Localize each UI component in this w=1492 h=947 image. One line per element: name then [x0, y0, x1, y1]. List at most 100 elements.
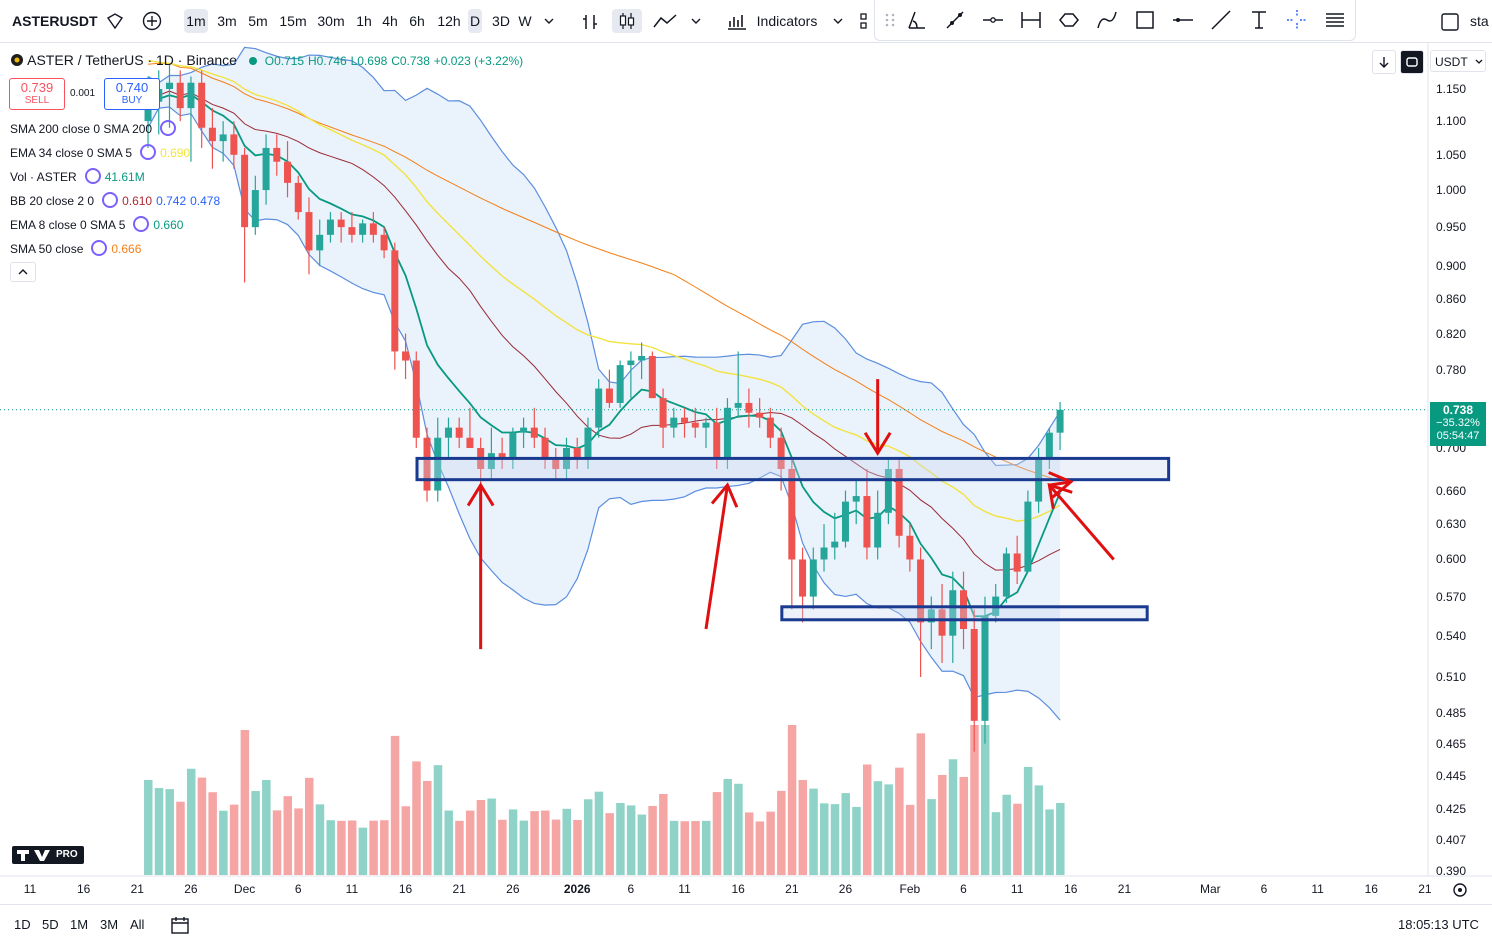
- menu-icon[interactable]: [1323, 8, 1347, 32]
- volume-bar: [948, 759, 958, 875]
- ray-icon[interactable]: [1171, 8, 1195, 32]
- top-right-label[interactable]: sta: [1470, 13, 1489, 29]
- price-tick: 0.465: [1436, 736, 1467, 751]
- chevron-down-icon[interactable]: [543, 16, 555, 26]
- volume-bar: [476, 800, 486, 875]
- interval-12h[interactable]: 12h: [437, 13, 461, 29]
- plus-icon[interactable]: [142, 11, 162, 31]
- indicator-settings-icon[interactable]: [133, 216, 150, 232]
- indicator-row[interactable]: Vol · ASTER 41.61M: [10, 168, 149, 184]
- sell-button[interactable]: 0.739 SELL: [9, 78, 65, 110]
- layout-icon[interactable]: [860, 12, 876, 30]
- interval-30m[interactable]: 30m: [317, 13, 345, 29]
- candle-body: [369, 223, 377, 235]
- time-tick: 6: [627, 882, 635, 896]
- bar-type-icon[interactable]: [580, 12, 600, 32]
- line-icon[interactable]: [652, 12, 678, 30]
- indicator-row[interactable]: EMA 34 close 0 SMA 5 0.690: [10, 144, 194, 160]
- volume-bar: [423, 780, 432, 875]
- checkbox-icon[interactable]: [1440, 12, 1460, 32]
- chevron-down-icon[interactable]: [832, 16, 844, 26]
- candle-body: [820, 547, 828, 560]
- tradingview-logo[interactable]: PRO: [12, 846, 84, 864]
- bollinger-basis-line: [147, 90, 1061, 571]
- volume-bar: [208, 792, 217, 875]
- candle-body: [348, 227, 356, 235]
- indicators-button[interactable]: Indicators: [756, 13, 818, 29]
- candle-body: [530, 427, 538, 438]
- range-3m[interactable]: 3M: [100, 917, 119, 932]
- volume-bar: [927, 799, 936, 875]
- handle-icon[interactable]: [879, 8, 903, 32]
- utc-clock[interactable]: 18:05:13 UTC: [1398, 917, 1479, 932]
- interval-1m[interactable]: 1m: [184, 9, 208, 33]
- candle-body: [402, 351, 410, 361]
- rect-icon[interactable]: [1133, 8, 1157, 32]
- indicator-settings-icon[interactable]: [84, 168, 101, 184]
- interval-4h[interactable]: 4h: [382, 13, 398, 29]
- time-tick: 6: [1260, 882, 1268, 896]
- interval-1h[interactable]: 1h: [356, 13, 372, 29]
- indicator-settings-icon[interactable]: [91, 240, 108, 256]
- buy-button[interactable]: 0.740 BUY: [104, 78, 160, 110]
- indicator-settings-icon[interactable]: [102, 192, 119, 208]
- price-chart[interactable]: [0, 42, 1492, 904]
- indicator-settings-icon[interactable]: [140, 144, 157, 160]
- brush-icon[interactable]: [1095, 8, 1119, 32]
- arrow-down-button[interactable]: [1372, 50, 1396, 74]
- trend-line-icon[interactable]: [943, 8, 967, 32]
- volume-bar: [347, 820, 357, 875]
- indicator-value: 41.61M: [104, 170, 145, 184]
- time-tick: 21: [130, 882, 144, 896]
- indicator-row[interactable]: SMA 50 close 0.666: [10, 240, 145, 256]
- interval-5m[interactable]: 5m: [248, 13, 268, 29]
- candle-body: [874, 512, 882, 548]
- interval-w[interactable]: W: [518, 13, 532, 29]
- indicator-row[interactable]: EMA 8 close 0 SMA 5 0.660: [10, 216, 187, 232]
- range-5d[interactable]: 5D: [42, 917, 59, 932]
- interval-6h[interactable]: 6h: [409, 13, 425, 29]
- interval-3m[interactable]: 3m: [217, 13, 237, 29]
- indicators-icon[interactable]: [726, 11, 748, 31]
- text-icon[interactable]: [1247, 8, 1271, 32]
- shape-icon[interactable]: [1057, 8, 1081, 32]
- range-1d[interactable]: 1D: [14, 917, 31, 932]
- chevron-down-icon[interactable]: [690, 16, 702, 26]
- crosshair-icon[interactable]: [1285, 8, 1309, 32]
- volume-bar: [777, 790, 786, 875]
- range-all[interactable]: All: [130, 917, 145, 932]
- interval-15m[interactable]: 15m: [279, 13, 307, 29]
- indicator-row[interactable]: SMA 200 close 0 SMA 200: [10, 120, 180, 136]
- candle-type-button[interactable]: [612, 9, 642, 33]
- price-tick: 0.445: [1436, 768, 1467, 783]
- legend-title[interactable]: ASTER / TetherUS · 1D · Binance: [27, 52, 237, 68]
- price-tick: 0.630: [1436, 517, 1467, 532]
- screenshot-button[interactable]: [1400, 50, 1424, 74]
- collapse-legend-button[interactable]: [10, 262, 36, 282]
- volume-bar: [176, 801, 185, 875]
- candle-body: [573, 448, 581, 459]
- time-tick: Feb: [899, 882, 921, 896]
- candle-body: [498, 453, 506, 459]
- indicator-value: 0.690: [160, 146, 191, 160]
- ohlc-open: O0.715: [264, 54, 305, 68]
- settings-icon[interactable]: [1452, 882, 1468, 898]
- currency-select[interactable]: USDT: [1430, 50, 1486, 72]
- range-1m[interactable]: 1M: [70, 917, 89, 932]
- candle-body: [552, 458, 560, 469]
- interval-d[interactable]: D: [468, 9, 482, 33]
- calendar-icon[interactable]: [170, 915, 190, 935]
- price-tick: 0.485: [1436, 706, 1467, 721]
- angle-tool-icon[interactable]: [905, 8, 929, 32]
- indicator-settings-icon[interactable]: [160, 120, 177, 136]
- interval-3d[interactable]: 3D: [492, 13, 510, 29]
- indicator-row[interactable]: BB 20 close 2 0 0.610 0.742 0.478: [10, 192, 224, 208]
- volume-bar: [380, 820, 389, 875]
- symbol-search-button[interactable]: ASTERUSDT: [12, 13, 98, 29]
- measure-icon[interactable]: [1019, 8, 1043, 32]
- extended-line-icon[interactable]: [1209, 8, 1233, 32]
- horizontal-line-icon[interactable]: [981, 8, 1005, 32]
- volume-bar: [1056, 803, 1065, 875]
- compare-icon[interactable]: [106, 12, 124, 30]
- time-tick: Dec: [233, 882, 256, 896]
